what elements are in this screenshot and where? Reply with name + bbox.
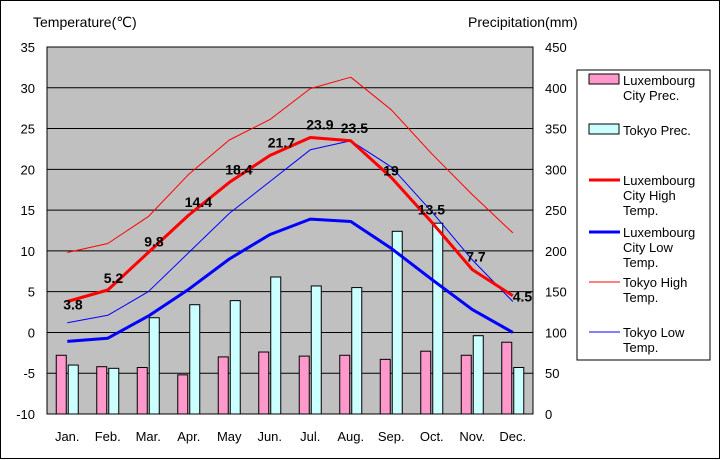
line-luxembourg-city-high-temp- xyxy=(66,136,514,303)
legend-swatch-luxembourg-city-prec- xyxy=(588,73,620,85)
right-axis-title: Precipitation(mm) xyxy=(468,14,578,30)
legend-label: Luxembourg xyxy=(623,73,695,88)
bar-tokyo-prec- xyxy=(148,317,160,415)
bar-tokyo-prec- xyxy=(67,364,79,415)
left-axis-title: Temperature(℃) xyxy=(33,14,137,30)
bar-luxembourg-city-prec- xyxy=(217,356,229,415)
x-axis-ticks: Jan. Feb. Mar. Apr. May Jun. Jul. Aug. Sep. Oct. N… xyxy=(55,429,526,444)
x-tick-label: Apr. xyxy=(177,429,200,444)
data-label: 23.9 xyxy=(306,117,333,133)
legend-label: City Low xyxy=(623,240,673,255)
left-tick-label: 15 xyxy=(21,203,35,218)
right-axis-ticks: 450 400 350 300 250 200 150 100 50 0 xyxy=(545,40,567,422)
left-axis-ticks: 35 30 25 20 15 10 5 0 -5 -10 xyxy=(16,40,35,422)
bar-tokyo-prec- xyxy=(351,287,363,415)
x-tick-label: Dec. xyxy=(499,429,526,444)
plot-border xyxy=(46,46,534,415)
data-label: 19 xyxy=(383,162,399,178)
bar-luxembourg-city-prec- xyxy=(339,354,351,415)
bar-tokyo-prec- xyxy=(310,285,322,415)
left-tick-label: 35 xyxy=(21,40,35,55)
bar-tokyo-prec- xyxy=(432,222,444,415)
plot-background xyxy=(47,47,533,414)
bar-tokyo-prec- xyxy=(189,304,201,415)
bar-luxembourg-city-prec- xyxy=(298,355,310,415)
data-label: 3.8 xyxy=(63,296,83,312)
bar-luxembourg-city-prec- xyxy=(501,341,513,415)
left-tick-label: 30 xyxy=(21,81,35,96)
x-tick-label: Nov. xyxy=(459,429,485,444)
right-tick-label: 200 xyxy=(545,244,567,259)
data-label: 23.5 xyxy=(341,120,368,136)
bar-tokyo-prec- xyxy=(270,276,282,415)
right-tick-label: 0 xyxy=(545,407,552,422)
legend-label: Temp. xyxy=(623,290,658,305)
x-tick-label: Jul. xyxy=(300,429,320,444)
left-tick-label: 0 xyxy=(28,325,35,340)
line-tokyo-high-temp- xyxy=(67,76,514,253)
plot-area: 3.8 5.2 9.8 14.4 18.4 21.7 23.9 23.5 19 13.5 7.7 4.… xyxy=(46,46,534,415)
x-tick-label: Sep. xyxy=(378,429,405,444)
data-label: 5.2 xyxy=(104,270,124,286)
data-label: 9.8 xyxy=(144,234,164,250)
bar-luxembourg-city-prec- xyxy=(379,358,391,415)
data-label: 18.4 xyxy=(225,161,252,177)
x-tick-label: Feb. xyxy=(95,429,121,444)
right-tick-label: 400 xyxy=(545,81,567,96)
right-tick-label: 100 xyxy=(545,325,567,340)
data-label: 21.7 xyxy=(268,134,295,150)
legend-label: Luxembourg xyxy=(623,173,695,188)
x-tick-label: Aug. xyxy=(337,429,364,444)
right-tick-label: 150 xyxy=(545,285,567,300)
legend-label: City Prec. xyxy=(623,88,679,103)
legend-swatch-tokyo-prec- xyxy=(588,123,620,135)
bar-luxembourg-city-prec- xyxy=(177,374,189,415)
bar-tokyo-prec- xyxy=(513,367,525,415)
legend-label: Temp. xyxy=(623,255,658,270)
right-tick-label: 350 xyxy=(545,122,567,137)
legend-label: Luxembourg xyxy=(623,225,695,240)
bar-luxembourg-city-prec- xyxy=(55,354,67,415)
x-tick-label: Oct. xyxy=(420,429,444,444)
bar-luxembourg-city-prec- xyxy=(258,351,270,415)
legend-label: Tokyo Low xyxy=(623,325,685,340)
legend-label: City High xyxy=(623,188,676,203)
right-tick-label: 450 xyxy=(545,40,567,55)
left-tick-label: -5 xyxy=(23,366,35,381)
data-label: 7.7 xyxy=(466,249,486,265)
left-tick-label: 25 xyxy=(21,122,35,137)
data-label: 4.5 xyxy=(513,289,533,305)
x-tick-label: May xyxy=(217,429,242,444)
bar-luxembourg-city-prec- xyxy=(420,350,432,415)
left-tick-label: 5 xyxy=(28,285,35,300)
legend-label: Temp. xyxy=(623,203,658,218)
data-label: 13.5 xyxy=(418,201,445,217)
x-tick-label: Jan. xyxy=(55,429,80,444)
x-tick-label: Jun. xyxy=(257,429,282,444)
right-tick-label: 300 xyxy=(545,162,567,177)
bar-tokyo-prec- xyxy=(229,300,241,415)
legend-label: Temp. xyxy=(623,340,658,355)
left-tick-label: 10 xyxy=(21,244,35,259)
bar-tokyo-prec- xyxy=(108,367,120,415)
right-tick-label: 50 xyxy=(545,366,559,381)
bar-tokyo-prec- xyxy=(391,230,403,415)
bar-tokyo-prec- xyxy=(472,335,484,415)
legend-box xyxy=(576,69,711,361)
data-label: 14.4 xyxy=(185,194,212,210)
line-tokyo-low-temp- xyxy=(67,140,514,324)
bar-luxembourg-city-prec- xyxy=(136,367,148,415)
bar-luxembourg-city-prec- xyxy=(460,354,472,415)
legend-label: Tokyo High xyxy=(623,275,687,290)
legend-label: Tokyo Prec. xyxy=(623,123,691,138)
x-tick-label: Mar. xyxy=(136,429,161,444)
line-luxembourg-city-low-temp- xyxy=(67,217,514,343)
bar-luxembourg-city-prec- xyxy=(96,366,108,415)
right-tick-label: 250 xyxy=(545,203,567,218)
left-tick-label: 20 xyxy=(21,162,35,177)
left-tick-label: -10 xyxy=(16,407,35,422)
